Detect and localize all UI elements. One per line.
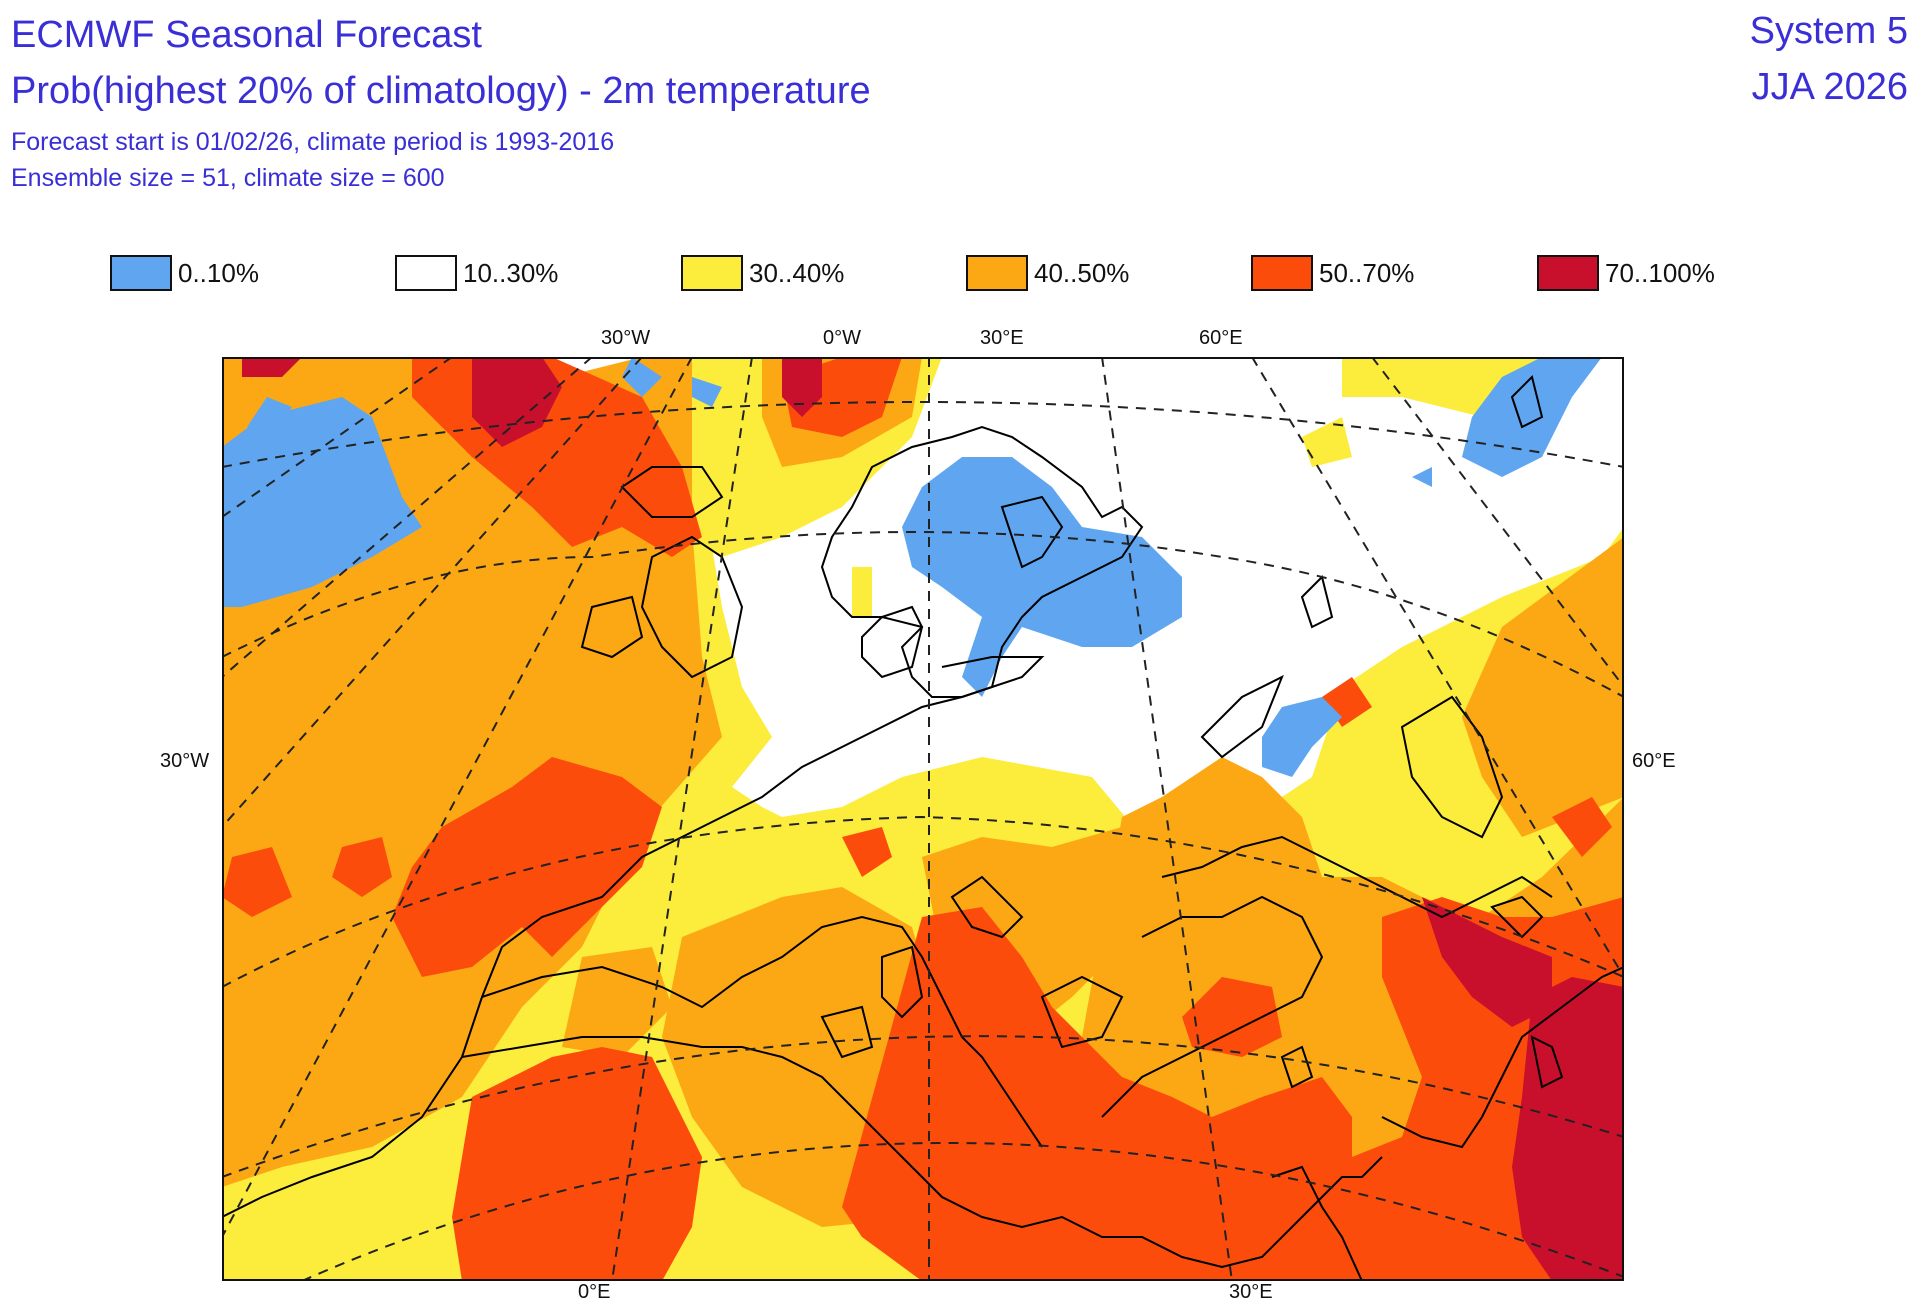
season-label: JJA 2026 (1751, 66, 1908, 108)
map-subtitle: Prob(highest 20% of climatology) - 2m te… (11, 70, 871, 112)
legend-label: 70..100% (1605, 257, 1715, 288)
legend-item-70-100: 70..100% (1537, 253, 1715, 293)
legend-swatch (110, 255, 172, 291)
legend-swatch (1537, 255, 1599, 291)
legend-item-30-40: 30..40% (681, 253, 844, 293)
legend-item-10-30: 10..30% (395, 253, 558, 293)
tick-bottom-30e: 30°E (1229, 1281, 1273, 1303)
parallel-line (222, 1035, 1624, 1178)
meridian-line (222, 357, 693, 1238)
legend-item-50-70: 50..70% (1251, 253, 1414, 293)
legend-label: 50..70% (1319, 257, 1415, 288)
legend-label: 0..10% (178, 257, 259, 288)
meridian-line (611, 357, 753, 1281)
tick-bottom-0e: 0°E (578, 1281, 611, 1303)
tick-top-60e: 60°E (1199, 327, 1243, 349)
meridian-line (222, 357, 643, 828)
legend-item-0-10: 0..10% (110, 253, 259, 293)
coastlines (222, 375, 1624, 1281)
tick-top-0w: 0°W (823, 327, 861, 349)
meridian-line (222, 357, 593, 678)
legend-label: 10..30% (463, 257, 559, 288)
parallel-line (222, 531, 1624, 698)
meridian-line (1101, 357, 1233, 1281)
legend-swatch (395, 255, 457, 291)
forecast-info: Forecast start is 01/02/26, climate peri… (11, 128, 615, 156)
parallel-line (222, 401, 1624, 468)
legend-item-40-50: 40..50% (966, 253, 1129, 293)
ensemble-info: Ensemble size = 51, climate size = 600 (11, 164, 445, 192)
prob-band-70-100 (242, 357, 1624, 1281)
system-label: System 5 (1749, 10, 1908, 52)
legend-swatch (966, 255, 1028, 291)
tick-top-30e: 30°E (980, 327, 1024, 349)
legend-swatch (1251, 255, 1313, 291)
legend-label: 40..50% (1034, 257, 1130, 288)
map-frame (222, 357, 1624, 1281)
tick-top-30w: 30°W (601, 327, 651, 349)
forecast-map (222, 357, 1624, 1281)
meridian-line (1371, 357, 1624, 688)
meridian-line (1251, 357, 1624, 978)
parallel-line (222, 815, 1624, 988)
map-title: ECMWF Seasonal Forecast (11, 14, 482, 56)
prob-band-0-10 (222, 357, 1602, 777)
tick-left-30w: 30°W (160, 750, 210, 772)
graticule (222, 357, 1624, 1281)
parallel-line (301, 1142, 1624, 1281)
tick-right-60e: 60°E (1632, 750, 1676, 772)
legend-swatch (681, 255, 743, 291)
legend-label: 30..40% (749, 257, 845, 288)
